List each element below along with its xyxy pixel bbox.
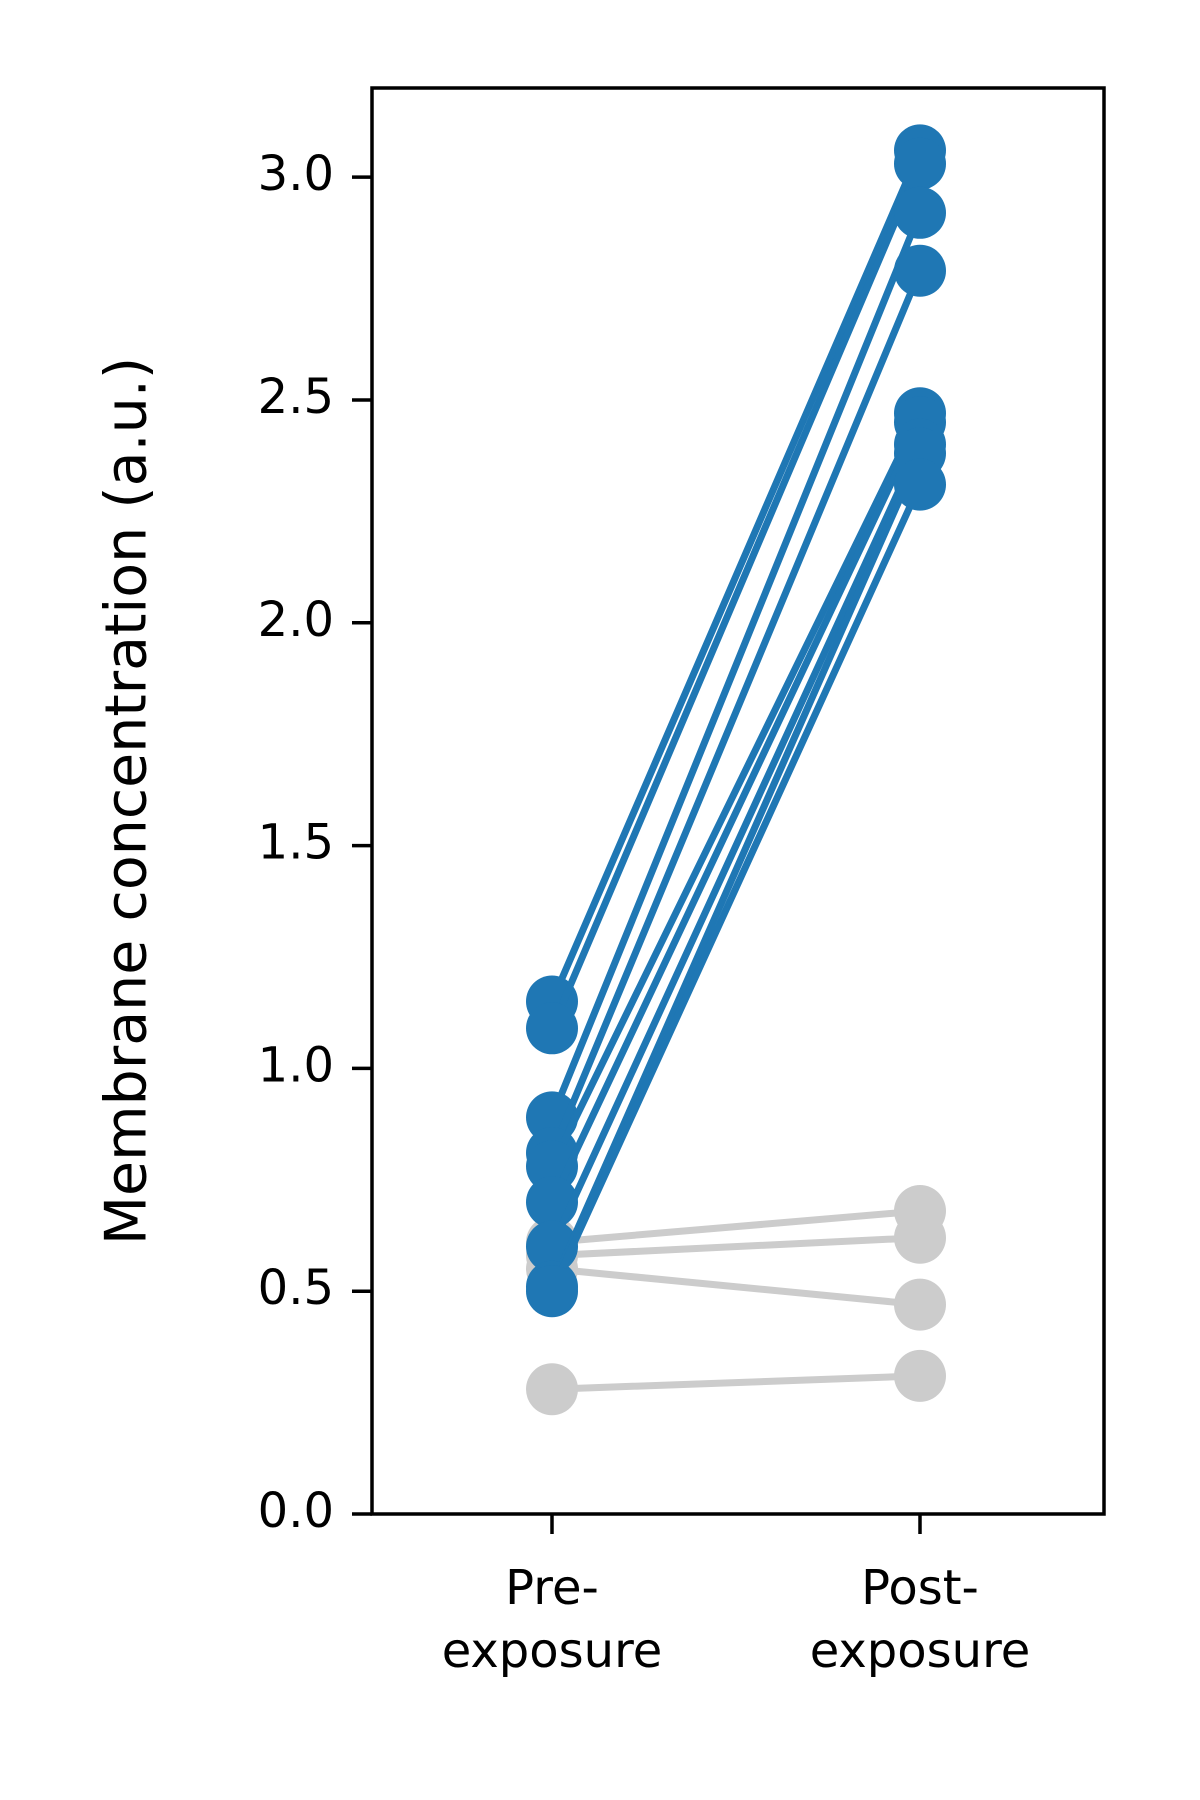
series-line (548, 1234, 924, 1259)
series-responder-6 (526, 186, 946, 1144)
series-line (548, 409, 924, 1170)
series-line (548, 146, 924, 1005)
data-point (526, 1265, 578, 1318)
series-responder-5 (526, 137, 946, 1055)
series-responder-12 (526, 458, 946, 1318)
data-point (894, 1278, 946, 1331)
data-point (526, 1363, 578, 1416)
series-line (548, 481, 924, 1295)
y-tick-label: 3.0 (258, 146, 334, 202)
series-responder-10 (526, 418, 946, 1273)
data-point (894, 1349, 946, 1402)
y-axis: 0.0 0.5 1.0 1.5 2.0 2.5 3.0 (258, 146, 372, 1539)
data-point (894, 1185, 946, 1237)
x-tick-label-line: Post- (861, 1560, 979, 1616)
series-line (548, 209, 924, 1121)
data-point (894, 137, 946, 190)
series-line (548, 449, 924, 1291)
series-line (548, 1372, 924, 1393)
y-tick-label: 2.0 (258, 592, 334, 648)
y-tick-label: 1.5 (258, 815, 334, 871)
x-tick-label: Post-exposure (810, 1560, 1031, 1679)
series-line (548, 1265, 924, 1309)
plot-frame (370, 86, 1106, 1516)
series-responder-7 (526, 244, 946, 1179)
data-point (526, 1002, 578, 1055)
series-line (548, 418, 924, 1206)
series-line (548, 441, 924, 1251)
x-tick-label: Pre-exposure (442, 1560, 663, 1679)
y-tick-label: 0.5 (258, 1260, 334, 1316)
series-nonresponder-0 (526, 1349, 946, 1416)
series-layer (526, 124, 946, 1416)
data-point (894, 186, 946, 239)
y-tick-label: 2.5 (258, 369, 334, 425)
x-tick-label-line: Pre- (505, 1560, 599, 1616)
series-line (548, 1207, 924, 1246)
series-line (548, 160, 924, 1032)
x-tick-label-line: exposure (810, 1623, 1031, 1679)
y-tick-label: 1.0 (258, 1037, 334, 1093)
data-point (894, 458, 946, 511)
data-point (894, 244, 946, 297)
y-axis-title: Membrane concentration (a.u.) (94, 357, 160, 1245)
series-line (548, 267, 924, 1157)
y-tick-label: 0.0 (258, 1483, 334, 1539)
x-tick-label-line: exposure (442, 1623, 663, 1679)
